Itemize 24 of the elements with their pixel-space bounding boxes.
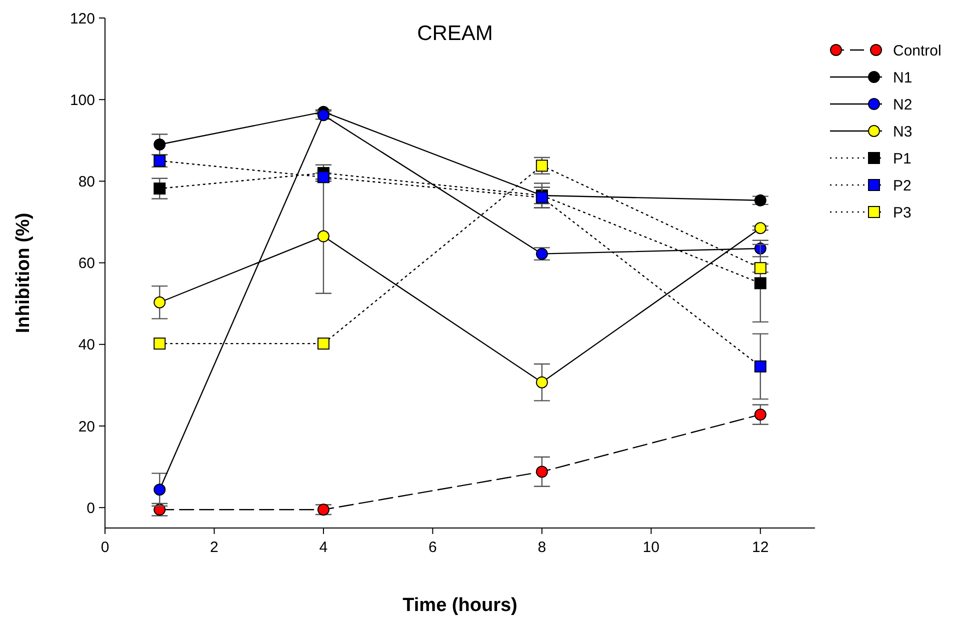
- legend-label: N3: [893, 123, 912, 140]
- y-tick-label: 80: [78, 173, 95, 190]
- x-tick-label: 2: [210, 539, 218, 556]
- x-axis-title: Time (hours): [402, 595, 518, 616]
- y-axis-title: Inhibition (%): [13, 212, 34, 334]
- legend-label: P3: [893, 204, 912, 222]
- legend-label: Control: [893, 42, 942, 60]
- x-tick-label: 8: [538, 539, 546, 556]
- y-tick-label: 0: [86, 500, 95, 517]
- x-tick-label: 10: [642, 539, 660, 556]
- y-tick-label: 40: [78, 336, 95, 354]
- y-tick-label: 120: [70, 10, 95, 28]
- y-tick-label: 20: [78, 418, 95, 436]
- x-tick-label: 4: [319, 539, 328, 556]
- legend-label: N1: [893, 69, 912, 86]
- y-tick-label: 60: [78, 255, 95, 272]
- x-tick-label: 0: [100, 539, 110, 556]
- y-tick-label: 100: [70, 92, 95, 109]
- x-tick-label: 6: [428, 539, 437, 556]
- x-tick-label: 12: [752, 539, 769, 556]
- legend-label: P1: [893, 150, 912, 168]
- legend-label: N2: [893, 96, 912, 114]
- legend-label: P2: [893, 177, 912, 194]
- chart-title: CREAM: [417, 22, 493, 45]
